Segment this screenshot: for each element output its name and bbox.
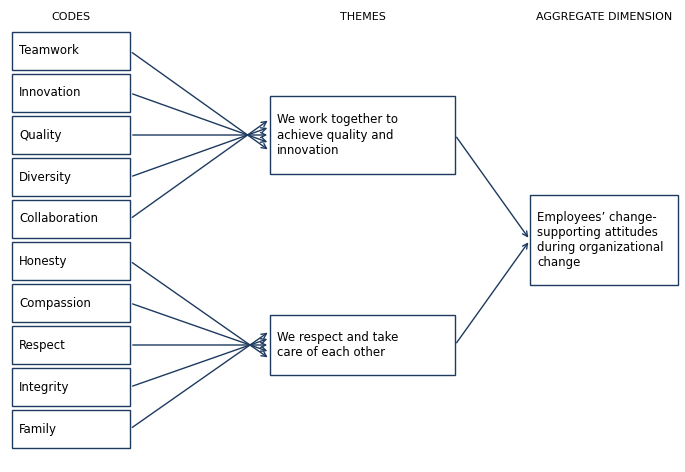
Bar xyxy=(12,368,130,406)
Bar xyxy=(12,242,130,280)
Text: THEMES: THEMES xyxy=(340,12,386,22)
Text: AGGREGATE DIMENSION: AGGREGATE DIMENSION xyxy=(536,12,672,22)
Text: Diversity: Diversity xyxy=(19,170,72,184)
Bar xyxy=(270,96,455,174)
Bar xyxy=(12,284,130,322)
Text: Quality: Quality xyxy=(19,128,62,142)
Text: Honesty: Honesty xyxy=(19,254,68,268)
Text: Collaboration: Collaboration xyxy=(19,212,98,226)
Bar xyxy=(12,326,130,364)
Text: Employees’ change-
supporting attitudes
during organizational
change: Employees’ change- supporting attitudes … xyxy=(537,211,664,269)
Bar xyxy=(12,158,130,196)
Text: Integrity: Integrity xyxy=(19,380,69,394)
Bar xyxy=(12,32,130,70)
Text: Respect: Respect xyxy=(19,338,66,352)
Text: We respect and take
care of each other: We respect and take care of each other xyxy=(277,331,399,359)
Bar xyxy=(12,74,130,112)
Text: Innovation: Innovation xyxy=(19,86,82,100)
Text: Compassion: Compassion xyxy=(19,296,91,310)
Text: Teamwork: Teamwork xyxy=(19,44,79,58)
Text: Family: Family xyxy=(19,422,57,436)
Bar xyxy=(12,200,130,238)
Text: We work together to
achieve quality and
innovation: We work together to achieve quality and … xyxy=(277,113,398,157)
Bar xyxy=(270,315,455,375)
Text: CODES: CODES xyxy=(51,12,90,22)
Bar xyxy=(12,116,130,154)
Bar xyxy=(530,195,678,285)
Bar xyxy=(12,410,130,448)
